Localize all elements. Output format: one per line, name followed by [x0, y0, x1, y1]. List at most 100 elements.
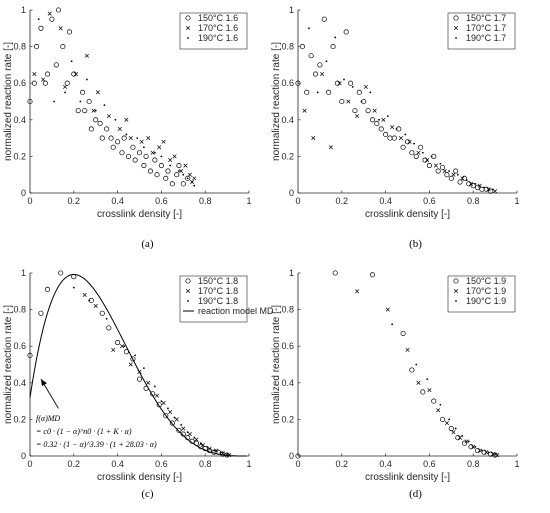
data-point — [158, 163, 164, 169]
legend-box — [179, 275, 248, 323]
y-tick-label: 0 — [21, 188, 26, 198]
x-tick-label: 0.4 — [379, 196, 392, 206]
data-point — [180, 181, 186, 187]
data-point — [456, 173, 459, 176]
data-point — [174, 172, 180, 178]
legend-box — [447, 12, 516, 50]
legend-marker — [185, 25, 191, 31]
data-point — [187, 431, 192, 437]
data-point — [169, 181, 175, 187]
data-point — [185, 435, 191, 441]
data-point — [64, 80, 70, 86]
data-point — [136, 137, 139, 140]
data-point — [165, 168, 171, 174]
data-point — [369, 91, 372, 94]
data-point — [448, 170, 451, 172]
data-point — [38, 25, 44, 31]
data-point — [387, 135, 393, 141]
data-point — [168, 158, 173, 163]
data-point — [413, 153, 419, 159]
data-point — [339, 98, 345, 105]
data-point — [153, 385, 156, 388]
data-point — [326, 89, 332, 95]
data-point — [226, 453, 229, 456]
data-point — [82, 108, 88, 114]
data-point — [181, 426, 186, 431]
data-point — [200, 442, 206, 448]
legend-marker — [453, 288, 459, 294]
data-point — [488, 188, 494, 194]
data-point — [185, 175, 191, 181]
data-point — [431, 398, 437, 404]
chart-panel-1: 00 0.2 0.2 0.4 0.4 0.6 0.6 0.8 0.8 1 1 crosslink de… — [3, 5, 252, 220]
data-point — [99, 310, 105, 316]
y-tick-label: 0.4 — [13, 115, 26, 125]
data-point — [383, 131, 389, 137]
data-point — [369, 117, 376, 123]
data-point — [334, 80, 340, 86]
data-point — [80, 89, 86, 95]
data-point — [146, 136, 151, 141]
data-point — [163, 413, 169, 419]
data-point — [320, 72, 325, 77]
data-point — [99, 135, 105, 141]
y-tick-label: 0 — [289, 188, 294, 198]
data-point — [121, 135, 127, 141]
data-point — [150, 391, 156, 397]
x-axis-label: crosslink density [-] — [97, 472, 182, 483]
x-tick-label: 0 — [295, 196, 300, 206]
data-point — [418, 144, 424, 150]
data-point — [128, 362, 133, 367]
legend-label: 150°C 1.9 — [466, 276, 506, 286]
data-point — [363, 84, 368, 89]
legend-label: 190°C 1.7 — [466, 33, 506, 43]
data-point — [49, 16, 55, 22]
data-point — [206, 445, 209, 448]
data-point — [430, 155, 433, 158]
data-point — [174, 417, 179, 422]
data-point — [27, 352, 33, 358]
data-point — [461, 440, 467, 446]
data-point — [95, 90, 100, 95]
x-tick-label: 0.8 — [467, 196, 480, 206]
data-point — [466, 181, 472, 187]
data-point — [103, 104, 106, 107]
series-2 — [302, 72, 498, 194]
data-point — [351, 85, 354, 88]
data-point — [317, 62, 323, 68]
data-point — [71, 71, 77, 77]
data-point — [198, 444, 204, 450]
data-point — [425, 158, 430, 163]
series-3 — [308, 27, 494, 191]
data-point — [372, 108, 377, 113]
legend-marker — [453, 278, 459, 284]
data-point — [114, 118, 117, 121]
legend-label: 170°C 1.6 — [198, 23, 238, 33]
annotation-line-2: = c0 · (1 − α)^n0 · (1 + K · α) — [36, 427, 132, 436]
data-point — [416, 150, 421, 155]
data-point — [105, 317, 108, 320]
data-point — [126, 153, 132, 159]
data-point — [169, 164, 172, 167]
data-point — [150, 150, 155, 155]
data-point — [448, 425, 454, 432]
data-point — [136, 150, 143, 156]
data-point — [199, 442, 202, 445]
data-point — [186, 177, 189, 180]
panel-caption: (d) — [409, 488, 422, 500]
data-point — [32, 72, 37, 77]
data-point — [142, 367, 145, 370]
data-point — [348, 80, 354, 86]
data-point — [60, 44, 66, 50]
data-point — [486, 187, 491, 192]
data-point — [88, 299, 91, 302]
x-tick-label: 1 — [246, 459, 251, 469]
legend-label: 150°C 1.7 — [466, 13, 506, 23]
data-point — [308, 53, 314, 59]
y-tick-label: 0.8 — [281, 305, 294, 315]
data-point — [42, 80, 48, 86]
data-point — [404, 133, 407, 136]
x-tick-label: 0 — [295, 459, 300, 469]
